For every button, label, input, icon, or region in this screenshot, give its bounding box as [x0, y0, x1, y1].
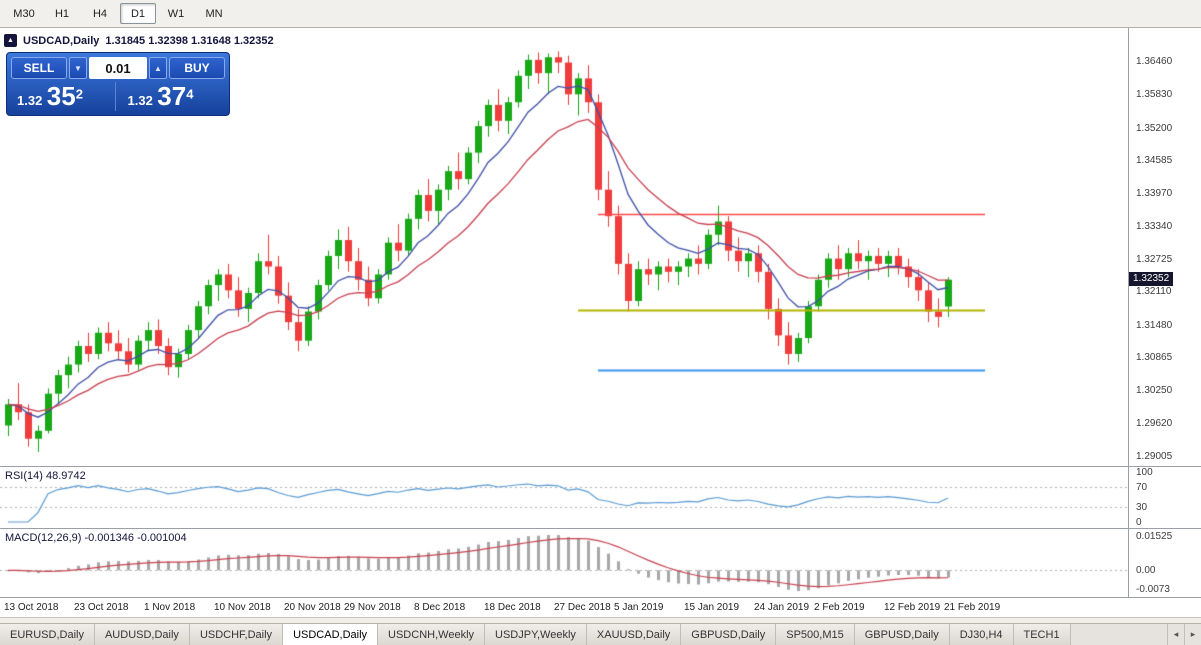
tab-usdjpy-weekly[interactable]: USDJPY,Weekly: [485, 624, 587, 645]
rsi-axis-tick: 0: [1136, 517, 1142, 528]
price-axis-tick: 1.29005: [1136, 451, 1173, 462]
price-chart-panel: ▲ USDCAD,Daily 1.31845 1.32398 1.31648 1…: [0, 28, 1201, 466]
volume-input[interactable]: 0.01: [89, 57, 147, 79]
tab-scroll-arrows: ◂ ▸: [1167, 624, 1201, 645]
current-price-tag: 1.32352: [1129, 271, 1174, 286]
price-axis-tick: 1.32110: [1136, 286, 1172, 298]
macd-axis-tick: 0.01525: [1136, 531, 1173, 542]
sell-button[interactable]: SELL: [11, 57, 67, 79]
rsi-label: RSI(14) 48.9742: [5, 470, 86, 482]
buy-price-main: 37: [157, 81, 187, 111]
rsi-axis-tick: 70: [1136, 482, 1148, 493]
macd-axis-tick: -0.0073: [1136, 584, 1170, 595]
sell-price-main: 35: [46, 81, 76, 111]
timeframe-button-mn[interactable]: MN: [205, 7, 223, 20]
time-axis-label: 13 Oct 2018: [4, 602, 59, 613]
tab-usdchf-daily[interactable]: USDCHF,Daily: [189, 624, 284, 645]
price-axis-tick: 1.36460: [1136, 56, 1173, 67]
price-axis-tick: 1.35830: [1136, 89, 1173, 101]
time-axis-label: 15 Jan 2019: [684, 602, 740, 613]
tab-usdcnh-weekly[interactable]: USDCNH,Weekly: [378, 624, 486, 645]
chart-symbol-label: USDCAD,Daily: [23, 34, 100, 47]
buy-button[interactable]: BUY: [169, 57, 225, 79]
timeframe-toolbar: M30 H1 H4 D1 W1 MN: [0, 0, 1201, 28]
time-axis-label: 2 Feb 2019: [814, 602, 865, 613]
time-axis-label: 5 Jan 2019: [614, 602, 664, 613]
tab-gbpusd-daily[interactable]: GBPUSD,Daily: [854, 624, 950, 645]
time-axis-label: 12 Feb 2019: [884, 602, 941, 613]
tab-usdcad-daily[interactable]: USDCAD,Daily: [283, 624, 379, 645]
timeframe-button-m30[interactable]: M30: [13, 7, 35, 20]
sell-price-pipette: 2: [75, 86, 83, 102]
macd-label: MACD(12,26,9) -0.001346 -0.001004: [5, 532, 187, 544]
tab-scroll-right-icon[interactable]: ▸: [1184, 624, 1201, 645]
price-axis-tick: 1.33340: [1136, 221, 1173, 233]
tab-audusd-daily[interactable]: AUDUSD,Daily: [94, 624, 190, 645]
time-axis-label: 1 Nov 2018: [144, 602, 196, 613]
rsi-axis-tick: 100: [1136, 467, 1153, 478]
macd-panel: MACD(12,26,9) -0.001346 -0.001004 0.0152…: [0, 528, 1201, 597]
time-axis-label: 27 Dec 2018: [554, 602, 611, 613]
time-axis-label: 18 Dec 2018: [484, 602, 541, 613]
time-axis-label: 23 Oct 2018: [74, 602, 129, 613]
buy-price[interactable]: 1.32 374: [114, 81, 226, 111]
chart-ohlc-values: 1.31845 1.32398 1.31648 1.32352: [105, 34, 274, 47]
volume-increase-button[interactable]: ▲: [149, 57, 167, 79]
tab-eurusd-daily[interactable]: EURUSD,Daily: [0, 624, 95, 645]
price-axis-tick: 1.33970: [1136, 187, 1173, 199]
rsi-panel: RSI(14) 48.9742 100 70 30 0: [0, 466, 1201, 528]
price-axis: 1.32352 1.36460 1.35830 1.35200 1.34585 1.33…: [1128, 28, 1200, 466]
time-axis-label: 29 Nov 2018: [344, 602, 401, 613]
tab-scroll-left-icon[interactable]: ◂: [1167, 624, 1184, 645]
rsi-canvas[interactable]: [0, 467, 1128, 528]
timeframe-button-d1[interactable]: D1: [120, 3, 156, 24]
time-axis-label: 8 Dec 2018: [414, 602, 466, 613]
timeframe-button-h4[interactable]: H4: [92, 7, 108, 20]
price-axis-tick: 1.29620: [1136, 418, 1173, 430]
one-click-trade-panel: SELL ▼ 0.01 ▲ BUY 1.32 352 1.32 374: [6, 52, 230, 116]
chart-bottom-strip: [0, 617, 1201, 623]
buy-price-pipette: 4: [186, 86, 194, 102]
time-axis: 13 Oct 2018 23 Oct 2018 1 Nov 2018 10 Nov 2…: [0, 597, 1201, 617]
rsi-axis: 100 70 30 0: [1128, 467, 1200, 528]
time-axis-label: 10 Nov 2018: [214, 602, 271, 613]
macd-axis: 0.01525 0.00 -0.0073: [1128, 529, 1200, 597]
chart-title: ▲ USDCAD,Daily 1.31845 1.32398 1.31648 1…: [4, 34, 274, 47]
chart-collapse-icon[interactable]: ▲: [4, 34, 17, 47]
price-axis-tick: 1.30865: [1136, 352, 1173, 364]
time-axis-label: 20 Nov 2018: [284, 602, 341, 613]
price-axis-tick: 1.30250: [1136, 385, 1173, 397]
tab-sp500-m15[interactable]: SP500,M15: [776, 624, 855, 645]
chart-tabbar: EURUSD,Daily AUDUSD,Daily USDCHF,Daily USDC…: [0, 623, 1201, 645]
rsi-axis-tick: 30: [1136, 502, 1148, 513]
time-axis-label: 24 Jan 2019: [754, 602, 810, 613]
volume-decrease-button[interactable]: ▼: [69, 57, 87, 79]
buy-price-prefix: 1.32: [127, 93, 153, 108]
price-axis-tick: 1.32725: [1136, 253, 1173, 265]
timeframe-button-h1[interactable]: H1: [54, 7, 70, 20]
tab-dj30-h4[interactable]: DJ30,H4: [949, 624, 1014, 645]
macd-canvas[interactable]: [0, 529, 1128, 597]
price-axis-tick: 1.34585: [1136, 155, 1173, 167]
time-axis-label: 21 Feb 2019: [944, 602, 1001, 613]
tab-xauusd-daily[interactable]: XAUUSD,Daily: [586, 624, 682, 645]
sell-price[interactable]: 1.32 352: [11, 82, 115, 111]
tab-gbpusd-daily[interactable]: GBPUSD,Daily: [681, 624, 777, 645]
tab-tech1[interactable]: TECH1: [1013, 624, 1071, 645]
price-axis-tick: 1.31480: [1136, 319, 1173, 331]
macd-axis-tick: 0.00: [1136, 565, 1156, 577]
price-axis-tick: 1.35200: [1136, 122, 1173, 134]
timeframe-button-w1[interactable]: W1: [167, 7, 185, 20]
sell-price-prefix: 1.32: [17, 93, 43, 108]
